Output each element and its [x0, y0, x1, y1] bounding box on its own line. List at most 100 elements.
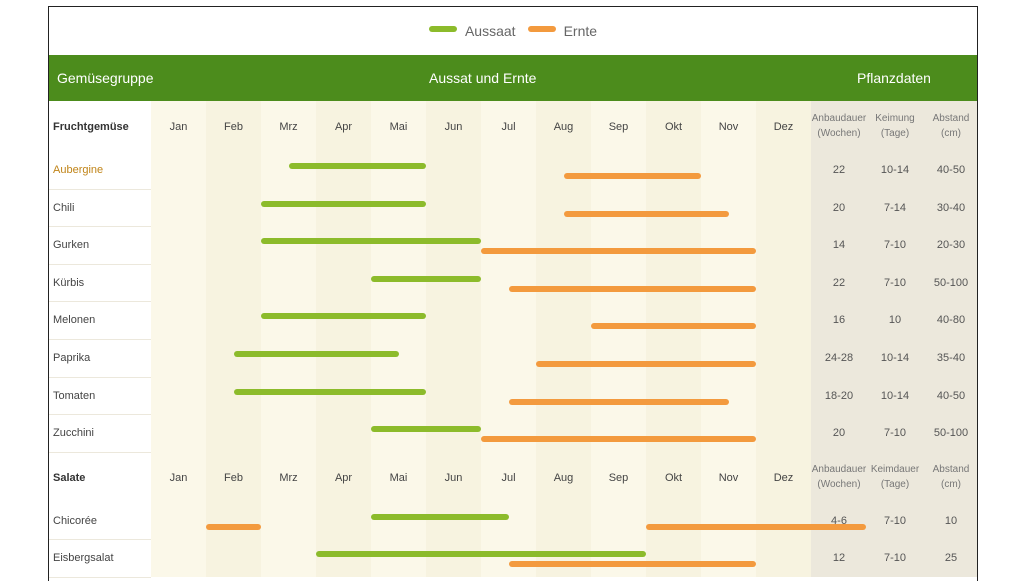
sow-bar	[371, 275, 481, 282]
row-label: Gurken	[53, 239, 90, 252]
month-label: Mrz	[279, 471, 298, 484]
plant-data-value: 40-80	[936, 314, 966, 327]
month-column	[261, 101, 316, 452]
row-divider	[49, 263, 151, 265]
harvest-bar	[481, 436, 756, 443]
month-label: Mai	[389, 471, 408, 484]
row-divider	[49, 451, 151, 453]
sow-bar	[233, 351, 399, 357]
plant-data-value: 10-14	[880, 352, 910, 364]
header-sow-harvest: Aussat und Ernte	[429, 70, 537, 86]
plant-data-value: 14	[832, 239, 846, 252]
month-label: Nov	[718, 121, 739, 133]
plant-data-background	[811, 451, 977, 577]
month-column	[701, 452, 756, 577]
legend-swatch-sow	[428, 26, 457, 32]
harvest-bar	[563, 173, 701, 179]
harvest-bar	[563, 210, 729, 217]
month-label: Sep	[608, 471, 629, 484]
month-column	[756, 451, 811, 577]
harvest-bar	[481, 248, 756, 255]
sow-bar	[288, 163, 426, 169]
plant-data-background	[811, 101, 977, 452]
month-label: Dez	[773, 471, 794, 484]
row-divider	[49, 226, 151, 228]
column-header: Abstand (cm)	[932, 463, 970, 490]
plant-data-value: 35-40	[936, 352, 966, 364]
plant-data-value: 7-10	[883, 427, 907, 440]
month-column	[756, 101, 811, 452]
harvest-bar	[536, 361, 756, 367]
harvest-bar	[206, 523, 261, 530]
month-column	[151, 101, 206, 452]
sow-bar	[371, 513, 509, 520]
plant-data-value: 12	[832, 552, 846, 565]
header-plant-data: Pflanzdaten	[857, 70, 931, 86]
months-background	[151, 101, 811, 452]
month-column	[151, 452, 206, 577]
plant-data-value: 24-28	[824, 352, 854, 364]
chart-frame: Aussaat Ernte Gemüsegruppe Aussat und Er…	[48, 6, 978, 581]
month-label: Jan	[169, 121, 188, 133]
month-column	[316, 451, 371, 577]
plant-data-value: 22	[832, 164, 846, 176]
column-header: Abstand (cm)	[932, 113, 970, 139]
group-label: Fruchtgemüse	[53, 121, 129, 133]
plant-data-value: 18-20	[824, 389, 854, 402]
plant-data-value: 10-14	[880, 389, 910, 402]
row-divider	[49, 339, 151, 340]
header-group: Gemüsegruppe	[57, 70, 154, 86]
month-label: Mrz	[279, 121, 298, 133]
month-label: Nov	[718, 471, 739, 484]
row-divider	[49, 414, 151, 416]
harvest-bar	[591, 323, 756, 330]
row-label: Tomaten	[53, 389, 96, 402]
row-divider	[49, 539, 151, 541]
row-divider	[49, 301, 151, 303]
plant-data-value: 10	[944, 514, 958, 527]
row-label[interactable]: Aubergine	[53, 164, 104, 176]
legend-item-sow[interactable]: Aussaat	[428, 23, 516, 39]
month-label: Aug	[553, 471, 574, 484]
row-divider	[49, 376, 151, 378]
plant-data-value: 16	[832, 314, 846, 327]
sow-bar	[233, 388, 426, 395]
plant-data-value: 7-10	[883, 239, 907, 252]
legend-item-harvest[interactable]: Ernte	[527, 23, 598, 39]
row-label: Chili	[53, 201, 75, 214]
row-label: Kürbis	[53, 276, 85, 289]
month-label: Sep	[608, 121, 629, 133]
month-label: Dez	[773, 121, 794, 133]
month-label: Jun	[444, 471, 463, 484]
plant-data-value: 7-10	[883, 514, 907, 527]
row-label: Chicorée	[53, 514, 98, 527]
plant-data-value: 10	[888, 314, 902, 327]
sow-bar	[261, 200, 426, 207]
sow-bar	[371, 426, 481, 433]
plant-data-value: 7-14	[883, 201, 907, 214]
column-header: Anbaudauer (Wochen)	[811, 113, 867, 139]
plant-data-value: 25	[944, 552, 958, 565]
month-label: Aug	[553, 121, 574, 133]
legend: Aussaat Ernte	[49, 7, 977, 55]
group-label: Salate	[53, 471, 86, 484]
month-label: Mai	[389, 121, 408, 133]
month-label: Okt	[664, 471, 683, 484]
row-divider	[49, 188, 151, 190]
month-column	[316, 101, 371, 452]
month-column	[536, 101, 591, 452]
legend-label-harvest: Ernte	[563, 23, 598, 39]
harvest-bar	[508, 398, 729, 405]
plant-data-value: 20	[832, 201, 846, 214]
month-column	[536, 451, 591, 577]
month-label: Feb	[224, 121, 243, 133]
row-label: Zucchini	[53, 427, 94, 440]
harvest-bar	[508, 285, 756, 292]
plant-data-value: 50-100	[933, 427, 969, 440]
month-label: Jan	[169, 471, 188, 484]
plant-data-value: 7-10	[883, 276, 907, 289]
harvest-bar	[508, 561, 756, 568]
legend-swatch-harvest	[527, 26, 556, 32]
column-header: Keimdauer (Tage)	[870, 463, 920, 490]
row-label: Paprika	[53, 352, 91, 364]
